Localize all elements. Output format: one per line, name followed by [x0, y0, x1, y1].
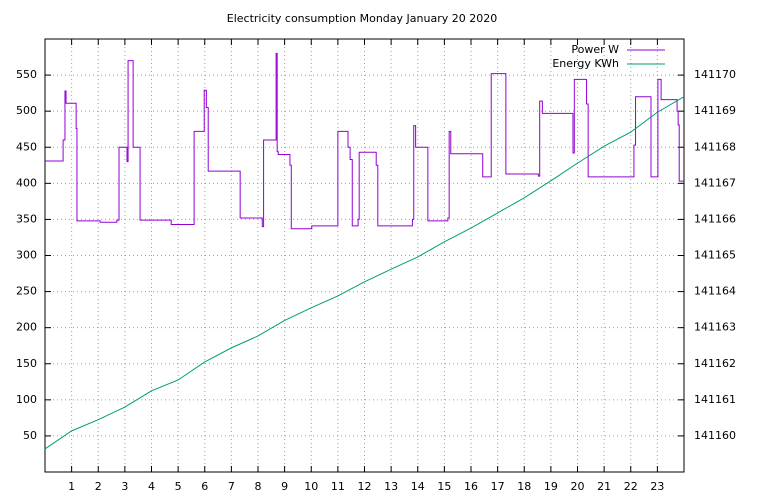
y2-tick-label: 141165	[694, 249, 736, 262]
y-tick-label: 200	[16, 321, 37, 334]
x-tick-label: 7	[228, 480, 235, 493]
y2-tick-label: 141169	[694, 104, 736, 117]
y-tick-label: 150	[16, 357, 37, 370]
plot-frame	[44, 38, 685, 473]
series-line	[45, 52, 684, 230]
x-tick-label: 13	[384, 480, 398, 493]
chart-title: Electricity consumption Monday January 2…	[227, 12, 497, 25]
x-tick-label: 23	[650, 480, 664, 493]
y-tick-label: 50	[23, 429, 37, 442]
y2-tick-label: 141167	[694, 176, 736, 189]
x-tick-label: 10	[304, 480, 318, 493]
series-line	[44, 96, 685, 450]
x-tick-label: 19	[544, 480, 558, 493]
y-tick-label: 500	[16, 104, 37, 117]
x-tick-label: 1	[68, 480, 75, 493]
y2-tick-label: 141162	[694, 357, 736, 370]
x-tick-label: 5	[175, 480, 182, 493]
y-tick-label: 400	[16, 176, 37, 189]
y-tick-label: 350	[16, 212, 37, 225]
x-tick-label: 17	[491, 480, 505, 493]
legend-label: Energy KWh	[552, 57, 619, 70]
y2-tick-label: 141164	[694, 285, 736, 298]
y2-tick-label: 141170	[694, 68, 736, 81]
y2-tick-label: 141161	[694, 393, 736, 406]
x-tick-label: 3	[121, 480, 128, 493]
y-tick-label: 550	[16, 68, 37, 81]
y2-tick-label: 141163	[694, 321, 736, 334]
y-tick-label: 300	[16, 249, 37, 262]
x-tick-label: 21	[597, 480, 611, 493]
x-tick-label: 11	[331, 480, 345, 493]
y-tick-label: 450	[16, 140, 37, 153]
y2-tick-label: 141160	[694, 429, 736, 442]
y2-tick-label: 141168	[694, 140, 736, 153]
x-tick-label: 14	[411, 480, 425, 493]
x-tick-label: 18	[517, 480, 531, 493]
x-tick-label: 8	[255, 480, 262, 493]
y2-tick-label: 141166	[694, 212, 736, 225]
x-tick-label: 9	[281, 480, 288, 493]
x-tick-label: 6	[201, 480, 208, 493]
x-tick-label: 4	[148, 480, 155, 493]
x-tick-label: 12	[358, 480, 372, 493]
y-tick-label: 100	[16, 393, 37, 406]
x-tick-label: 15	[437, 480, 451, 493]
y-tick-label: 250	[16, 285, 37, 298]
x-tick-label: 16	[464, 480, 478, 493]
x-tick-label: 20	[571, 480, 585, 493]
x-tick-label: 2	[95, 480, 102, 493]
legend-label: Power W	[571, 43, 619, 56]
x-tick-label: 22	[624, 480, 638, 493]
